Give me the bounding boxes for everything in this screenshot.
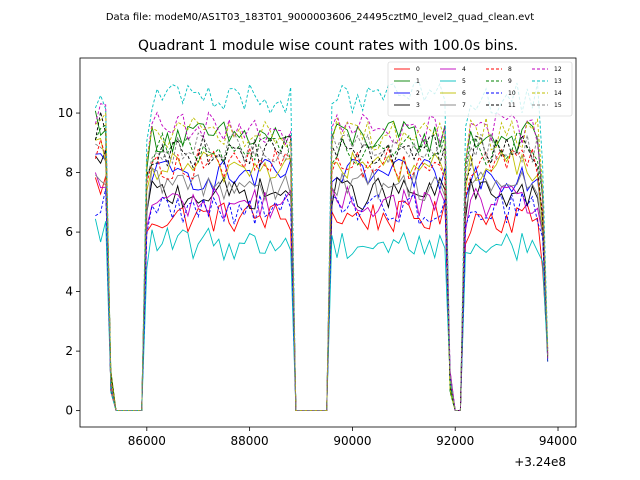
legend-label-11: 11 [508,102,516,109]
series-line-10 [95,188,549,412]
y-tick-label: 8 [65,166,73,180]
legend-label-14: 14 [554,90,562,97]
series-line-13 [94,82,549,412]
legend-label-13: 13 [554,78,562,85]
y-tick-label: 4 [65,285,73,299]
legend-label-12: 12 [554,66,562,73]
x-tick-label: 94000 [539,434,577,448]
x-tick-label: 92000 [436,434,474,448]
legend-label-5: 5 [462,78,466,85]
legend-box [387,61,573,117]
legend-label-3: 3 [416,102,420,109]
legend-label-9: 9 [508,78,512,85]
legend-label-10: 10 [508,90,516,97]
legend-label-2: 2 [416,90,420,97]
chart-title: Quadrant 1 module wise count rates with … [138,38,518,54]
legend-label-0: 0 [416,66,420,73]
y-tick-label: 10 [58,106,73,120]
legend-label-4: 4 [462,66,466,73]
chart-suptitle: Data file: modeM0/AS1T03_183T01_90000036… [106,12,534,23]
y-tick-label: 2 [65,344,73,358]
ticks-layer: 86000 88000 90000 92000 94000 0 2 4 6 8 10 [58,106,577,448]
series-line-8 [94,138,549,412]
x-tick-label: 86000 [128,434,166,448]
legend-label-15: 15 [554,102,562,109]
x-tick-label: 88000 [231,434,269,448]
series-layer [94,82,549,412]
x-tick-label: 90000 [333,434,371,448]
x-offset-label: +3.24e8 [514,455,566,469]
y-tick-label: 0 [65,404,73,418]
legend-label-7: 7 [462,102,466,109]
series-line-15 [95,132,549,412]
axes-frame [79,57,577,428]
y-tick-label: 6 [65,225,73,239]
series-line-14 [95,112,549,412]
legend-label-1: 1 [416,78,420,85]
legend-label-8: 8 [508,66,512,73]
legend-label-6: 6 [462,90,466,97]
